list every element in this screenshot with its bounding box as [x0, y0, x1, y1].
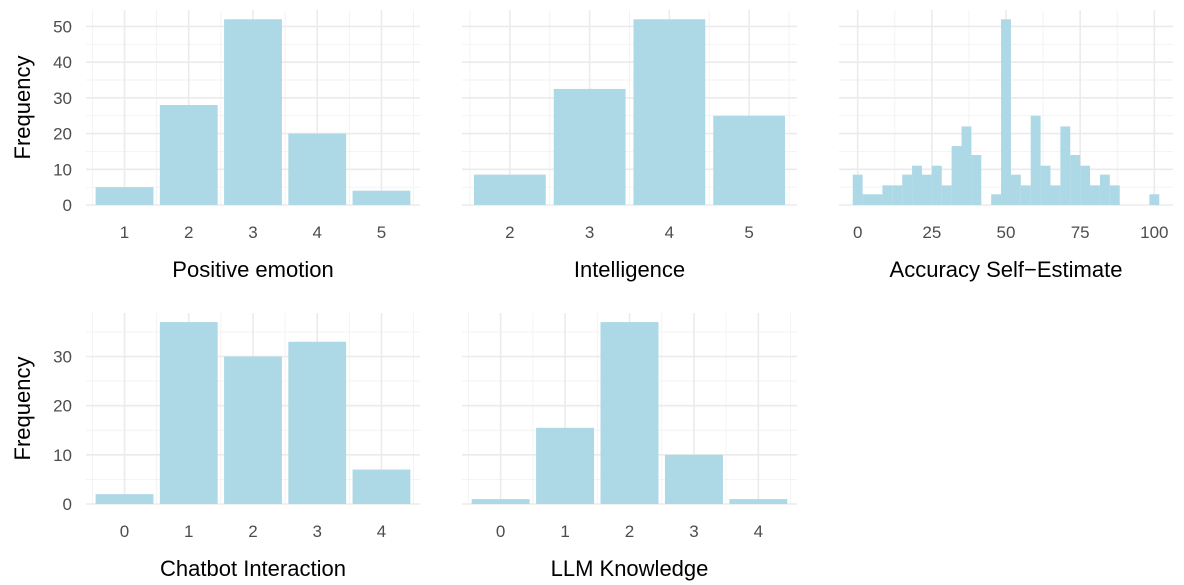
bar-5 — [713, 115, 786, 205]
x-axis-title: Accuracy Self−Estimate — [890, 257, 1123, 282]
bar-66.67 — [1050, 185, 1061, 205]
x-tick-label: 75 — [1071, 223, 1090, 242]
bar-46.67 — [991, 194, 1002, 205]
bar-50 — [1001, 19, 1011, 205]
bar-30 — [941, 185, 952, 205]
x-axis-title: Positive emotion — [172, 257, 333, 282]
bar-83.33 — [1099, 174, 1110, 205]
bar-0 — [471, 499, 530, 504]
x-tick-label: 25 — [922, 223, 941, 242]
x-tick-label: 50 — [997, 223, 1016, 242]
bar-4 — [633, 19, 706, 205]
x-tick-label: 5 — [744, 223, 753, 242]
bar-53.33 — [1010, 174, 1021, 205]
bar-60 — [1030, 115, 1041, 205]
x-tick-label: 4 — [312, 223, 321, 242]
bar-2 — [473, 174, 546, 205]
bar-86.67 — [1109, 185, 1120, 205]
x-tick-label: 2 — [625, 522, 634, 541]
bar-63.33 — [1040, 165, 1051, 205]
bar-3 — [288, 341, 347, 504]
bar-5 — [352, 190, 411, 205]
x-tick-label: 4 — [754, 522, 763, 541]
bar-40 — [971, 155, 982, 205]
x-tick-label: 0 — [496, 522, 505, 541]
bar-0 — [852, 174, 863, 205]
bar-3 — [224, 19, 282, 205]
bar-33.33 — [951, 146, 962, 205]
bar-73.33 — [1070, 155, 1081, 205]
bar-1 — [159, 322, 218, 504]
bar-4 — [729, 499, 788, 504]
bar-20 — [912, 165, 922, 205]
x-tick-label: 4 — [377, 522, 386, 541]
bar-1 — [536, 427, 595, 504]
bar-10 — [882, 185, 893, 205]
bar-2 — [159, 105, 218, 205]
x-axis-title: Intelligence — [574, 257, 685, 282]
bar-13.33 — [892, 185, 903, 205]
y-tick-label: 30 — [53, 89, 72, 108]
bar-2 — [224, 356, 282, 504]
x-tick-label: 3 — [312, 522, 321, 541]
chart-panel-1: 0 10 20 30 40 50 1 2 3 4 5 Positive emotion Frequenc… — [10, 10, 420, 282]
x-axis-title: Chatbot Interaction — [160, 556, 346, 581]
x-tick-label: 4 — [665, 223, 674, 242]
y-axis-title: Frequency — [10, 357, 35, 461]
bar-26.67 — [931, 165, 942, 205]
bar-6.67 — [872, 194, 883, 205]
bar-80 — [1090, 185, 1100, 205]
x-tick-label: 0 — [853, 223, 862, 242]
chart-panel-4: 0 10 20 30 0 1 2 3 4 Chatbot Interaction Frequency — [10, 313, 420, 581]
x-tick-label: 5 — [377, 223, 386, 242]
bar-3 — [664, 454, 723, 504]
bar-1 — [95, 187, 154, 205]
y-tick-label: 50 — [53, 17, 72, 36]
x-tick-label: 2 — [505, 223, 514, 242]
y-tick-label: 0 — [63, 495, 72, 514]
bar-100 — [1149, 194, 1160, 205]
chart-panel-3: 0 25 50 75 100 Accuracy Self−Estimate — [839, 10, 1173, 282]
x-tick-label: 1 — [184, 522, 193, 541]
x-tick-label: 100 — [1140, 223, 1168, 242]
x-tick-label: 0 — [120, 522, 129, 541]
bar-2 — [600, 322, 659, 504]
x-tick-label: 2 — [184, 223, 193, 242]
chart-panel-2: 2 3 4 5 Intelligence — [462, 10, 797, 282]
x-tick-label: 1 — [120, 223, 129, 242]
y-tick-label: 10 — [53, 160, 72, 179]
y-tick-label: 20 — [53, 125, 72, 144]
bar-56.67 — [1020, 185, 1031, 205]
x-tick-label: 3 — [248, 223, 257, 242]
bar-36.67 — [961, 126, 972, 205]
x-tick-label: 3 — [585, 223, 594, 242]
x-tick-label: 2 — [248, 522, 257, 541]
x-tick-label: 3 — [689, 522, 698, 541]
x-axis-title: LLM Knowledge — [551, 556, 709, 581]
bar-4 — [288, 133, 347, 205]
chart-panel-5: 0 1 2 3 4 LLM Knowledge — [462, 313, 797, 581]
y-tick-label: 10 — [53, 446, 72, 465]
bar-0 — [95, 494, 154, 504]
y-tick-label: 40 — [53, 53, 72, 72]
bar-16.67 — [902, 174, 913, 205]
bar-3.33 — [862, 194, 873, 205]
bar-76.67 — [1080, 165, 1091, 205]
bar-3 — [553, 88, 626, 205]
x-tick-label: 1 — [560, 522, 569, 541]
y-tick-label: 30 — [53, 348, 72, 367]
bar-70 — [1060, 126, 1071, 205]
y-axis-title: Frequency — [10, 56, 35, 160]
y-tick-label: 20 — [53, 397, 72, 416]
bar-23.33 — [921, 174, 932, 205]
y-tick-label: 0 — [63, 196, 72, 215]
bar-4 — [352, 469, 411, 504]
